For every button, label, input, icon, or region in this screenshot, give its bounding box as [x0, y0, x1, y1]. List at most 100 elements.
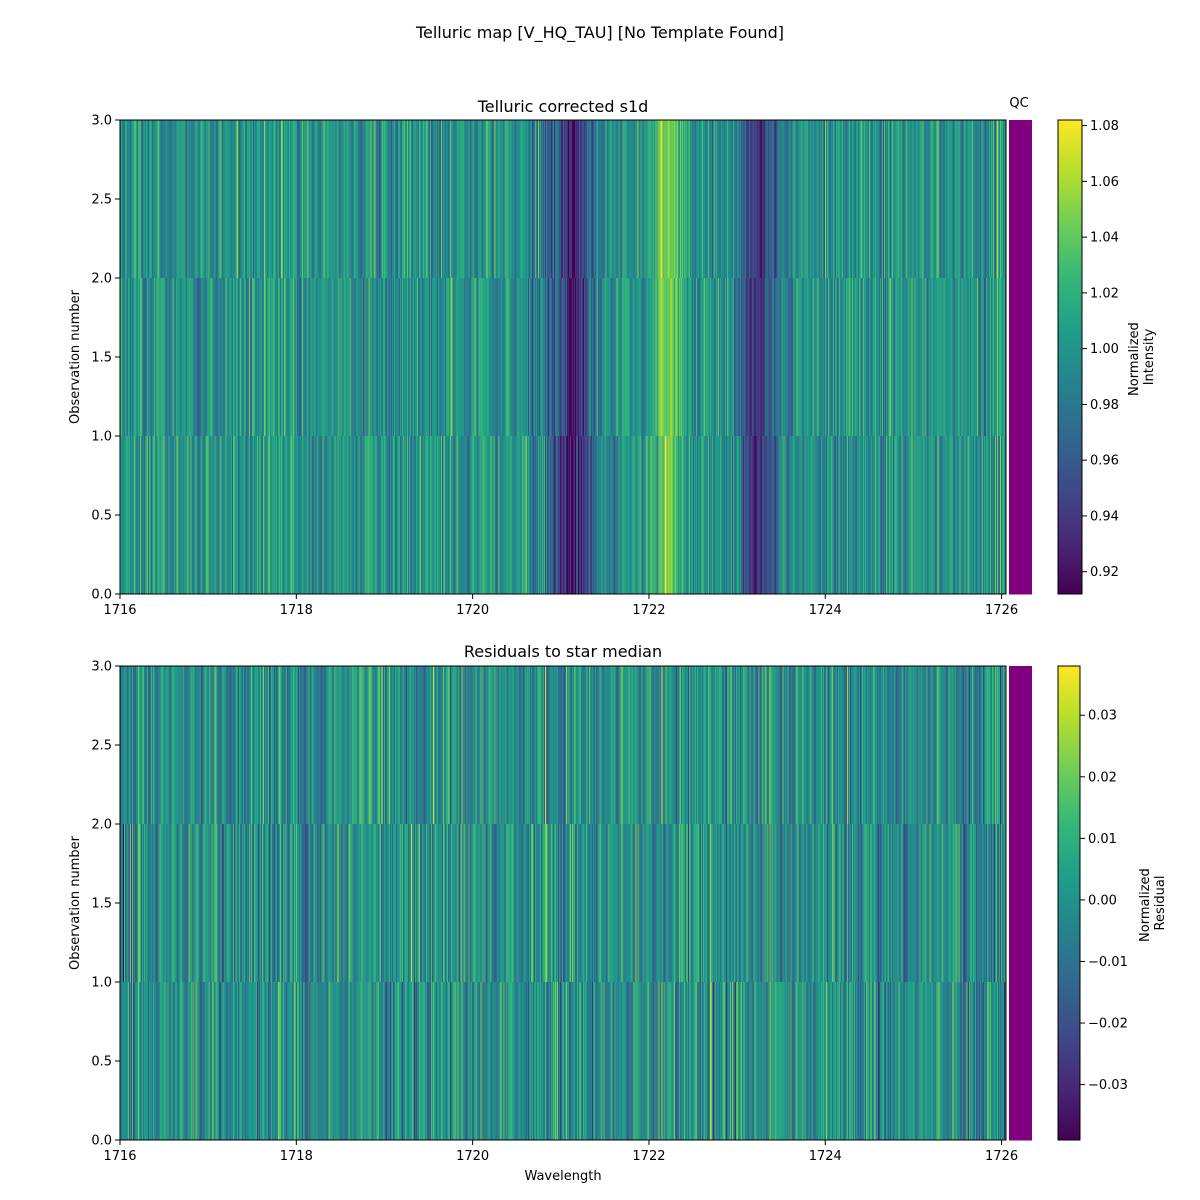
heatmap-cell	[717, 824, 719, 982]
heatmap-cell	[644, 436, 646, 594]
heatmap-cell	[181, 278, 183, 436]
heatmap-cell	[137, 824, 139, 982]
heatmap-cell	[865, 666, 867, 824]
heatmap-cell	[335, 824, 337, 982]
heatmap-cell	[401, 278, 404, 436]
heatmap-cell	[537, 436, 540, 594]
heatmap-cell	[257, 982, 260, 1140]
heatmap-cell	[525, 666, 528, 824]
heatmap-cell	[418, 982, 420, 1140]
heatmap-cell	[553, 982, 556, 1140]
heatmap-cell	[839, 666, 842, 824]
heatmap-cell	[757, 278, 759, 436]
heatmap-cell	[671, 436, 674, 594]
heatmap-cell	[669, 824, 672, 982]
heatmap-cell	[209, 120, 211, 278]
heatmap-cell	[467, 436, 469, 594]
heatmap-cell	[233, 436, 236, 594]
heatmap-cell	[355, 666, 357, 824]
heatmap-cell	[335, 982, 337, 1140]
heatmap-cell	[729, 824, 731, 982]
heatmap-cell	[623, 278, 625, 436]
heatmap-cell	[337, 436, 339, 594]
heatmap-cell	[169, 436, 171, 594]
heatmap-cell	[255, 982, 258, 1140]
heatmap-cell	[421, 666, 423, 824]
heatmap-cell	[148, 436, 150, 594]
heatmap-cell	[571, 982, 573, 1140]
heatmap-cell	[176, 824, 178, 982]
heatmap-cell	[194, 120, 196, 278]
heatmap-cell	[691, 436, 694, 594]
heatmap-cell	[200, 666, 202, 824]
colorbar: 0.920.940.960.981.001.021.041.061.08	[1057, 119, 1119, 595]
heatmap-cell	[186, 120, 188, 278]
heatmap-cell	[690, 278, 693, 436]
heatmap-cell	[122, 436, 124, 594]
heatmap-cell	[559, 278, 562, 436]
heatmap-cell	[652, 982, 654, 1140]
heatmap-cell	[847, 666, 850, 824]
heatmap-cell	[636, 824, 638, 982]
heatmap-cell	[853, 278, 856, 436]
heatmap-cell	[798, 278, 800, 436]
heatmap-cell	[837, 120, 840, 278]
heatmap-cell	[442, 120, 444, 278]
heatmap-cell	[810, 120, 813, 278]
heatmap-cell	[399, 666, 402, 824]
heatmap-cell	[437, 278, 439, 436]
heatmap-cell	[804, 436, 806, 594]
heatmap-cell	[131, 278, 133, 436]
heatmap-cell	[207, 666, 209, 824]
heatmap-cell	[483, 436, 485, 594]
heatmap-cell	[319, 666, 321, 824]
heatmap-cell	[179, 824, 181, 982]
heatmap-cell	[568, 666, 570, 824]
heatmap-cell	[348, 982, 350, 1140]
heatmap-cell	[893, 278, 895, 436]
heatmap-cell	[203, 666, 205, 824]
heatmap-cell	[204, 120, 206, 278]
heatmap-cell	[732, 824, 734, 982]
heatmap-cell	[770, 982, 772, 1140]
heatmap-cell	[524, 666, 527, 824]
heatmap-cell	[188, 982, 190, 1140]
heatmap-cell	[636, 278, 638, 436]
heatmap-cell	[733, 436, 735, 594]
heatmap-cell	[463, 982, 465, 1140]
heatmap-cell	[828, 120, 831, 278]
heatmap-cell	[353, 278, 355, 436]
heatmap-cell	[165, 824, 167, 982]
heatmap-cell	[565, 278, 567, 436]
heatmap-cell	[430, 824, 432, 982]
heatmap-cell	[122, 666, 124, 824]
heatmap-cell	[708, 666, 711, 824]
heatmap-cell	[974, 278, 977, 436]
heatmap-cell	[181, 982, 183, 1140]
heatmap-cell	[543, 436, 546, 594]
heatmap-cell	[165, 666, 167, 824]
heatmap-cell	[618, 436, 620, 594]
heatmap-cell	[182, 982, 184, 1140]
heatmap-cell	[705, 982, 708, 1140]
heatmap-cell	[483, 120, 485, 278]
heatmap-cell	[231, 824, 234, 982]
heatmap-cell	[524, 824, 527, 982]
heatmap-cell	[491, 982, 493, 1140]
heatmap-cell	[876, 436, 878, 594]
heatmap-cell	[391, 666, 394, 824]
heatmap-cell	[187, 278, 189, 436]
heatmap-cell	[412, 278, 415, 436]
heatmap-cell	[834, 824, 837, 982]
heatmap-cell	[276, 278, 278, 436]
heatmap-cell	[943, 120, 945, 278]
heatmap-cell	[694, 666, 697, 824]
heatmap-cell	[795, 824, 797, 982]
heatmap-cell	[650, 982, 652, 1140]
heatmap-cell	[514, 436, 517, 594]
heatmap-cell	[495, 436, 497, 594]
heatmap-cell	[685, 278, 688, 436]
heatmap-cell	[897, 120, 899, 278]
heatmap-cell	[228, 982, 231, 1140]
heatmap-cell	[581, 824, 583, 982]
